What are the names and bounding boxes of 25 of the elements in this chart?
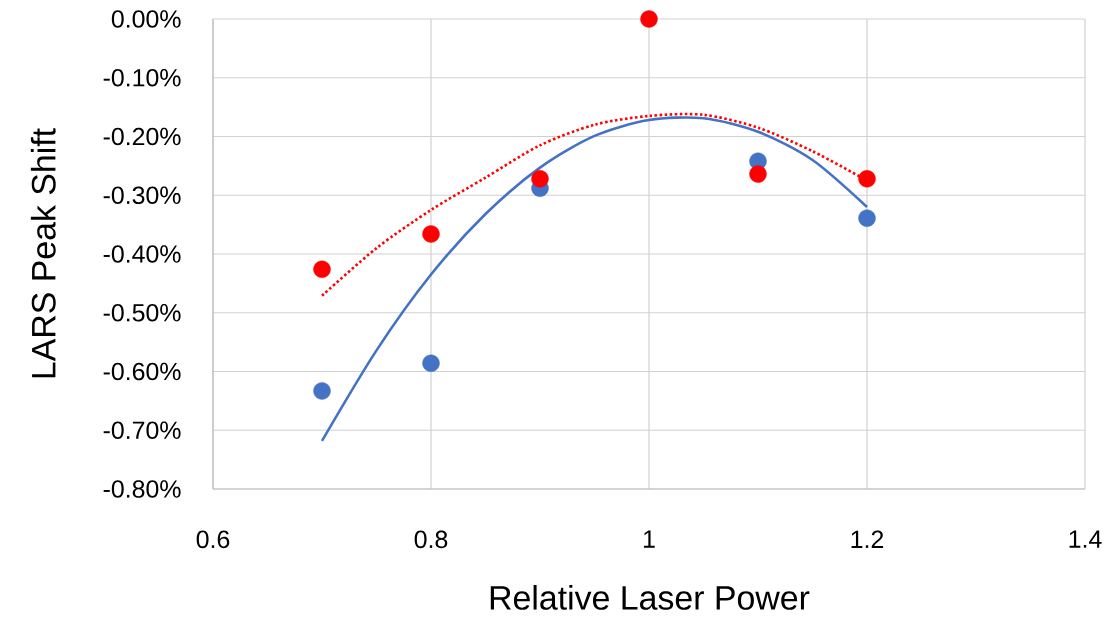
x-tick-label: 0.8 <box>414 530 448 549</box>
point <box>640 10 658 28</box>
y-tick-label: -0.70% <box>103 421 181 440</box>
point <box>858 209 876 227</box>
y-tick-label: 0.00% <box>111 10 181 28</box>
x-tick-label: 0.6 <box>196 530 230 549</box>
y-tick-label: -0.50% <box>103 303 181 322</box>
point <box>858 170 876 188</box>
point <box>313 260 331 278</box>
y-tick-label: -0.20% <box>103 127 181 146</box>
x-tick-label: 1 <box>643 530 655 548</box>
x-tick-label: 1.2 <box>851 530 884 548</box>
y-tick-label: -0.30% <box>103 186 181 205</box>
point <box>422 225 440 243</box>
point <box>531 170 549 188</box>
point <box>422 354 440 372</box>
y-tick-label: -0.60% <box>103 362 181 381</box>
y-tick-label: -0.80% <box>103 480 181 498</box>
point <box>313 382 331 400</box>
x-tick-label: 1.4 <box>1069 530 1102 548</box>
y-axis-title: LARS Peak Shift <box>30 128 56 378</box>
y-tick-label: -0.10% <box>103 68 181 87</box>
x-axis-title: Relative Laser Power <box>490 584 810 610</box>
y-tick-label: -0.40% <box>103 245 181 263</box>
point <box>749 165 767 183</box>
